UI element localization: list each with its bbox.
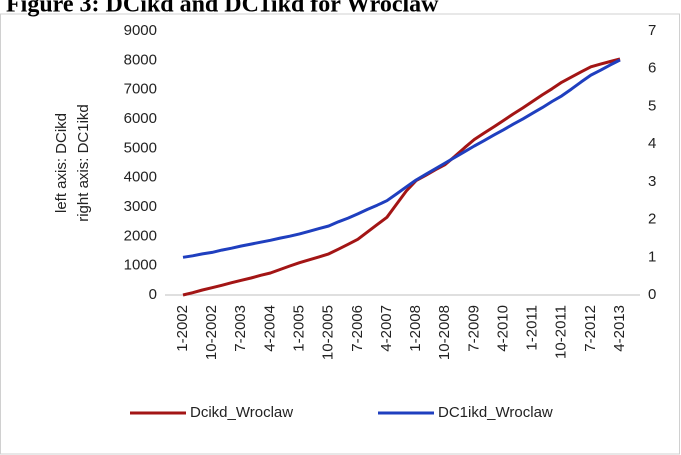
- x-tick-label: 10-2008: [436, 305, 453, 360]
- x-tick-label: 7-2003: [232, 305, 249, 352]
- y2-axis-label: right axis: DC1ikd: [75, 104, 92, 222]
- y-tick-label: 1000: [124, 257, 157, 274]
- y-axis-label: left axis: DCikd: [53, 113, 70, 213]
- x-tick-label: 10-2011: [553, 305, 570, 359]
- series-line: [182, 57, 621, 297]
- legend-label: Dcikd_Wroclaw: [190, 404, 293, 421]
- x-tick-label: 1-2008: [407, 305, 424, 352]
- y2-tick-label: 5: [648, 97, 656, 114]
- y2-tick-label: 3: [648, 173, 656, 190]
- chart-frame: [0, 13, 680, 455]
- x-tick-label: 7-2006: [349, 305, 366, 352]
- y-tick-label: 6000: [124, 110, 157, 127]
- y2-tick-label: 7: [648, 22, 656, 39]
- y2-tick-label: 4: [648, 135, 656, 152]
- chart-title: Figure 3: DCikd and DC1ikd for Wroclaw: [6, 0, 439, 18]
- x-tick-label: 7-2012: [582, 305, 599, 352]
- x-tick-label: 4-2004: [261, 305, 278, 352]
- x-tick-label: 4-2013: [611, 305, 628, 352]
- x-tick-label: 1-2005: [291, 305, 308, 352]
- y2-tick-label: 6: [648, 60, 656, 77]
- y2-tick-label: 1: [648, 248, 656, 265]
- series-line: [182, 58, 621, 259]
- y-tick-label: 9000: [124, 22, 157, 39]
- x-tick-label: 10-2002: [203, 305, 220, 360]
- y-tick-label: 4000: [124, 169, 157, 186]
- y-tick-label: 3000: [124, 198, 157, 215]
- x-tick-label: 7-2009: [465, 305, 482, 352]
- legend-label: DC1ikd_Wroclaw: [438, 404, 553, 421]
- x-tick-label: 4-2010: [494, 305, 511, 352]
- y-tick-label: 8000: [124, 51, 157, 68]
- x-tick-label: 1-2002: [174, 305, 191, 352]
- y2-tick-label: 2: [648, 211, 656, 228]
- y-tick-label: 0: [149, 286, 157, 303]
- x-tick-label: 4-2007: [378, 305, 395, 352]
- x-tick-label: 10-2005: [320, 305, 337, 360]
- y2-tick-label: 0: [648, 286, 656, 303]
- x-tick-label: 1-2011: [524, 305, 541, 351]
- y-tick-label: 7000: [124, 81, 157, 98]
- y-tick-label: 2000: [124, 227, 157, 244]
- y-tick-label: 5000: [124, 139, 157, 156]
